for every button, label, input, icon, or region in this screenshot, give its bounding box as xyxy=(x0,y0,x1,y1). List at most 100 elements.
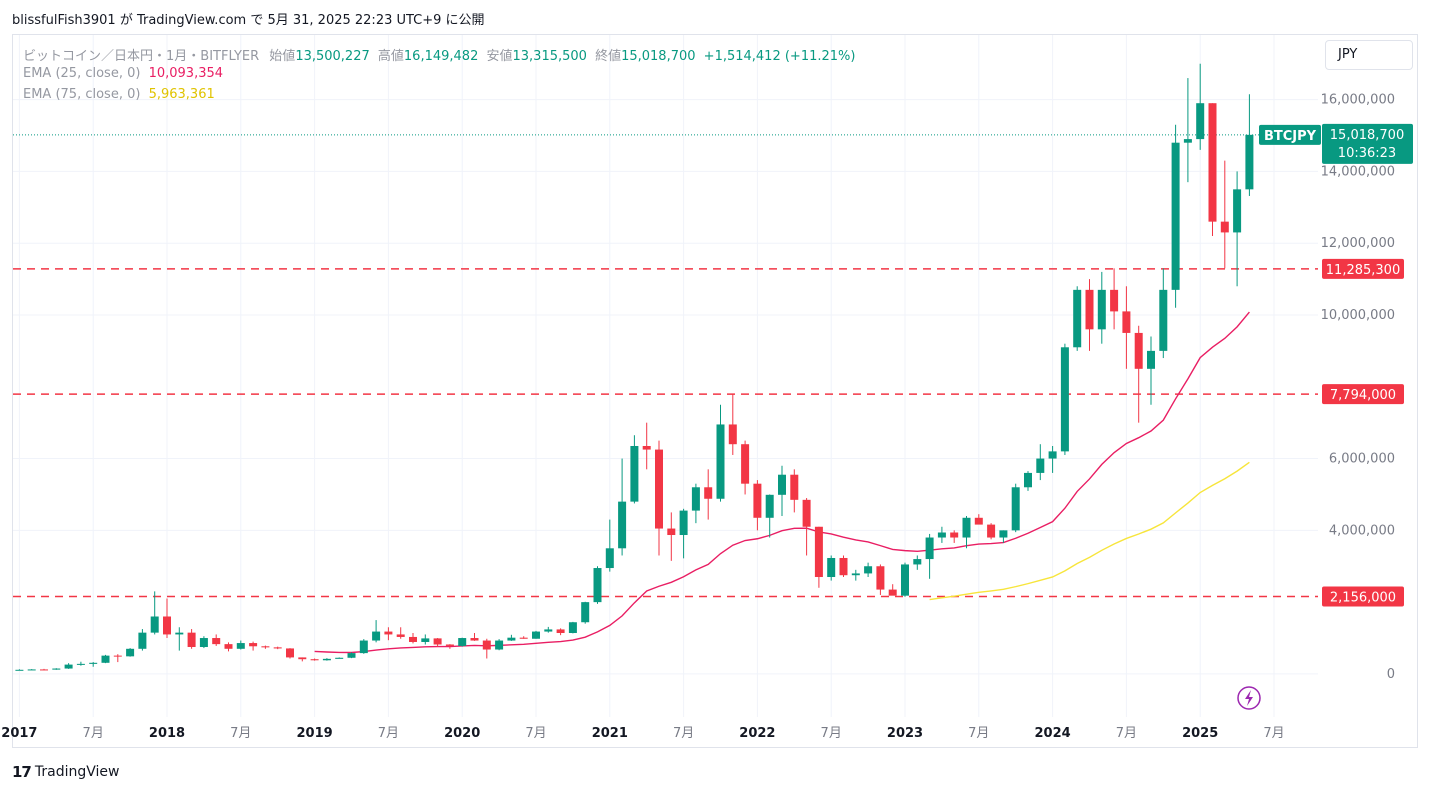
candle-body xyxy=(937,532,946,538)
y-tick-label: 4,000,000 xyxy=(1329,523,1395,538)
candle-body xyxy=(249,643,258,647)
candle-body xyxy=(1159,289,1168,351)
candle-body xyxy=(765,494,774,518)
legend-open: 13,500,227 xyxy=(295,49,370,64)
ema75-layer xyxy=(929,461,1250,601)
candle-body xyxy=(1060,347,1069,452)
candle-body xyxy=(630,445,639,502)
price-tags-layer: 11,285,300 7,794,000 2,156,000 BTCJPY 15,018… xyxy=(1237,123,1413,710)
candle-body xyxy=(1097,289,1106,330)
level-tag-label: 2,156,000 xyxy=(1330,591,1396,606)
level-tag-bg xyxy=(1322,586,1404,607)
legend-open-label: 始値 xyxy=(269,49,296,64)
candle-body xyxy=(347,653,356,658)
candle-body xyxy=(138,632,147,649)
candle-body xyxy=(1220,221,1229,233)
tradingview-logo-icon: 17 xyxy=(12,763,32,781)
legend-main: ビットコイン／日本円・1月・BITFLYER 始値13,500,227 高値16… xyxy=(23,45,855,64)
candles-layer xyxy=(15,63,1254,671)
candle-body xyxy=(310,659,319,661)
candle-body xyxy=(716,424,725,499)
ema75-label: EMA (75, close, 0) xyxy=(23,87,141,102)
candle-body xyxy=(199,638,208,648)
candle-body xyxy=(433,638,442,645)
legend-low-label: 安値 xyxy=(486,49,513,64)
candle-body xyxy=(581,602,590,623)
x-tick-label: 2019 xyxy=(297,726,333,741)
candle-body xyxy=(89,662,98,664)
candle-body xyxy=(507,637,516,641)
candle-body xyxy=(999,530,1008,538)
candle-body xyxy=(814,526,823,578)
y-tick-label: 14,000,000 xyxy=(1321,164,1395,179)
legend-change: +1,514,412 (+11.21%) xyxy=(703,49,856,64)
legend-close-label: 終値 xyxy=(595,49,622,64)
footer-logo[interactable]: 17 TradingView xyxy=(12,763,119,781)
candle-body xyxy=(1036,458,1045,473)
candle-body xyxy=(753,483,762,518)
ema75-value: 5,963,361 xyxy=(148,87,215,102)
ema25-value: 10,093,354 xyxy=(148,66,224,81)
candle-body xyxy=(691,487,700,511)
candle-body xyxy=(113,655,122,657)
candle-body xyxy=(421,638,430,642)
candle-body xyxy=(40,669,48,671)
ema25-line xyxy=(314,311,1250,654)
ema25-layer xyxy=(314,311,1250,654)
candle-body xyxy=(298,657,307,660)
candle-body xyxy=(851,573,860,576)
candle-body xyxy=(888,589,897,596)
candle-body xyxy=(27,669,36,671)
candle-body xyxy=(605,548,614,569)
candle-body xyxy=(667,528,676,536)
candle-body xyxy=(15,669,24,671)
candle-body xyxy=(802,499,811,527)
candle-body xyxy=(236,643,245,649)
candle-body xyxy=(519,637,528,639)
candle-body xyxy=(187,632,196,648)
candle-body xyxy=(642,445,651,450)
symbol-tag-bg xyxy=(1259,124,1321,145)
candle-body xyxy=(64,664,73,669)
x-tick-label: 2025 xyxy=(1182,726,1218,741)
candle-body xyxy=(1196,103,1205,140)
lightning-icon[interactable] xyxy=(1237,686,1261,710)
candle-body xyxy=(679,510,688,536)
candle-body xyxy=(950,532,959,538)
time-axis: 2017 7月 2018 7月 2019 7月 2020 7月 2021 7月 2022 7月 2023… xyxy=(1,726,1284,741)
candle-body xyxy=(322,658,331,661)
candle-body xyxy=(790,474,799,500)
candle-body xyxy=(409,636,417,642)
x-tick-label: 2021 xyxy=(592,726,628,741)
ema75-line xyxy=(929,461,1250,601)
candle-body xyxy=(273,647,282,649)
legend-low: 13,315,500 xyxy=(512,49,587,64)
x-tick-label: 2020 xyxy=(444,726,480,741)
candle-body xyxy=(359,640,368,654)
x-tick-label: 7月 xyxy=(230,726,251,741)
currency-button[interactable]: JPY xyxy=(1325,40,1413,70)
legend-symbol: ビットコイン／日本円・1月・BITFLYER xyxy=(23,49,260,64)
candle-body xyxy=(655,449,663,529)
candle-body xyxy=(876,566,885,590)
price-tag-countdown: 10:36:23 xyxy=(1338,146,1396,161)
legend-ema75: EMA (75, close, 0) 5,963,361 xyxy=(23,87,215,102)
candle-body xyxy=(1024,472,1032,488)
candle-body xyxy=(163,616,171,635)
y-tick-label: 6,000,000 xyxy=(1329,452,1395,467)
x-tick-label: 7月 xyxy=(83,726,104,741)
price-tag-bg xyxy=(1322,123,1413,164)
candle-body xyxy=(52,668,61,670)
x-tick-label: 7月 xyxy=(525,726,546,741)
candle-body xyxy=(544,629,553,632)
candle-body xyxy=(864,566,873,574)
candle-body xyxy=(261,646,270,648)
x-tick-label: 2023 xyxy=(887,726,923,741)
candle-body xyxy=(618,501,627,549)
grid-layer xyxy=(13,35,1318,717)
candle-body xyxy=(212,638,221,645)
candle-body xyxy=(1183,139,1192,143)
candle-body xyxy=(495,640,504,650)
candle-body xyxy=(286,648,294,658)
